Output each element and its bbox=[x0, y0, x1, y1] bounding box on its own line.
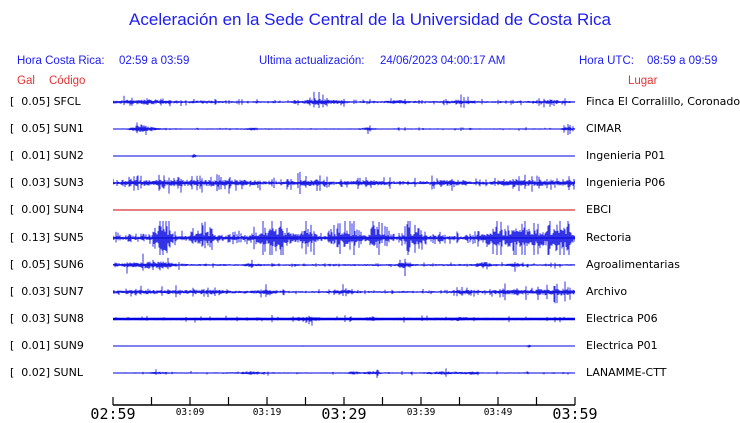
waveform-trace bbox=[113, 171, 575, 195]
station-row-sun2: [ 0.01] SUN2 Ingenieria P01 bbox=[0, 136, 740, 176]
waveform-trace bbox=[113, 344, 575, 348]
axis-tick-label: 03:19 bbox=[253, 407, 282, 418]
hora-costa-rica-label: Hora Costa Rica: bbox=[17, 55, 105, 67]
station-gal-code-label: [ 0.02] SUNL bbox=[10, 366, 83, 379]
axis-tick-label: 03:29 bbox=[321, 405, 366, 423]
station-location-label: Finca El Corralillo, Coronado bbox=[586, 95, 740, 108]
waveform-trace bbox=[113, 281, 575, 303]
hora-costa-rica-value: 02:59 a 03:59 bbox=[119, 55, 190, 67]
waveform-trace bbox=[113, 122, 575, 136]
station-location-label: Rectoria bbox=[586, 230, 632, 244]
station-location-label: CIMAR bbox=[586, 122, 622, 136]
waveform-trace bbox=[113, 91, 575, 108]
station-gal-code-label: [ 0.03] SUN3 bbox=[10, 176, 84, 190]
station-row-sun6: [ 0.05] SUN6 Agroalimentarias bbox=[0, 245, 740, 285]
column-header-gal: Gal bbox=[17, 75, 35, 87]
last-update-label: Ultima actualización: bbox=[259, 55, 365, 67]
station-gal-code-label: [ 0.03] SUN8 bbox=[10, 311, 84, 325]
station-row-sun5: [ 0.13] SUN5 Rectoria bbox=[0, 218, 740, 258]
axis-tick-label: 03:39 bbox=[407, 407, 436, 418]
station-location-label: LANAMME-CTT bbox=[586, 366, 667, 379]
station-gal-code-label: [ 0.05] SFCL bbox=[10, 95, 81, 108]
station-gal-code-label: [ 0.01] SUN9 bbox=[10, 338, 84, 352]
station-gal-code-label: [ 0.13] SUN5 bbox=[10, 230, 84, 244]
waveform-trace bbox=[113, 154, 575, 159]
station-row-sun9: [ 0.01] SUN9 Electrica P01 bbox=[0, 326, 740, 366]
axis-tick-label: 03:59 bbox=[552, 405, 597, 423]
station-location-label: Ingenieria P06 bbox=[586, 176, 666, 190]
axis-tick-label: 03:09 bbox=[176, 407, 205, 418]
station-location-label: Archivo bbox=[586, 284, 628, 298]
hora-utc-value: 08:59 a 09:59 bbox=[647, 55, 718, 67]
station-row-sun3: [ 0.03] SUN3 Ingenieria P06 bbox=[0, 163, 740, 203]
waveform-trace bbox=[113, 368, 575, 378]
station-row-sunl: [ 0.02] SUNL LANAMME-CTT bbox=[0, 353, 740, 393]
station-row-sfcl: [ 0.05] SFCL Finca El Corralillo, Corona… bbox=[0, 82, 740, 122]
station-location-label: EBCI bbox=[586, 203, 612, 217]
station-row-sun8: [ 0.03] SUN8 Electrica P06 bbox=[0, 299, 740, 339]
axis-tick-label: 02:59 bbox=[90, 405, 135, 423]
station-row-sun4: [ 0.00] SUN4 EBCI bbox=[0, 190, 740, 230]
station-location-label: Electrica P01 bbox=[586, 338, 658, 352]
station-row-sun7: [ 0.03] SUN7 Archivo bbox=[0, 272, 740, 312]
time-axis: 02:59 03:09 03:19 03:29 03:39 03:49 03:59 bbox=[90, 397, 598, 423]
waveform-trace bbox=[113, 209, 575, 211]
column-header-codigo: Código bbox=[49, 75, 86, 87]
station-location-label: Ingenieria P01 bbox=[586, 149, 666, 163]
axis-tick-label: 03:49 bbox=[484, 407, 513, 418]
station-gal-code-label: [ 0.05] SUN1 bbox=[10, 122, 84, 136]
station-row-sun1: [ 0.05] SUN1 CIMAR bbox=[0, 109, 740, 149]
waveform-trace bbox=[113, 314, 575, 326]
waveform-trace bbox=[113, 220, 575, 255]
waveform-trace bbox=[113, 253, 575, 276]
hora-utc-label: Hora UTC: bbox=[579, 55, 634, 67]
station-gal-code-label: [ 0.01] SUN2 bbox=[10, 149, 84, 163]
station-gal-code-label: [ 0.00] SUN4 bbox=[10, 203, 84, 217]
column-header-lugar: Lugar bbox=[628, 75, 658, 87]
station-location-label: Agroalimentarias bbox=[586, 257, 680, 271]
station-gal-code-label: [ 0.05] SUN6 bbox=[10, 257, 84, 271]
station-gal-code-label: [ 0.03] SUN7 bbox=[10, 284, 84, 298]
page-title: Aceleración en la Sede Central de la Uni… bbox=[129, 10, 611, 29]
station-location-label: Electrica P06 bbox=[586, 311, 658, 325]
last-update-value: 24/06/2023 04:00:17 AM bbox=[380, 55, 506, 67]
